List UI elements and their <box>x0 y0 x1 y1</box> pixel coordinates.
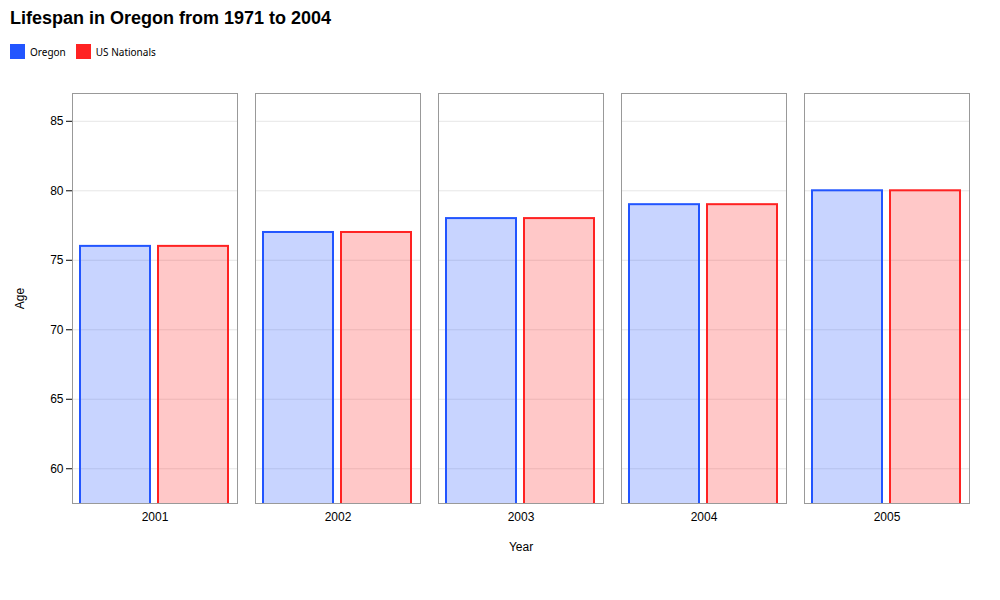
svg-text:65: 65 <box>50 392 64 406</box>
html-text:Lifespan in Oregon from 1971 t: Lifespan in Oregon from 1971 to 2004 <box>10 8 332 28</box>
html-text:US Nationals: US Nationals <box>95 44 156 59</box>
svg-text:Year: Year <box>509 540 533 554</box>
svg-text:2002: 2002 <box>325 510 352 524</box>
svg-text:2001: 2001 <box>142 510 169 524</box>
svg-text:2005: 2005 <box>874 510 901 524</box>
svg-text:75: 75 <box>50 253 64 267</box>
svg-text:2004: 2004 <box>691 510 718 524</box>
svg-text:85: 85 <box>50 114 64 128</box>
svg-text:80: 80 <box>50 184 64 198</box>
html-text:Oregon: Oregon <box>30 44 66 59</box>
svg-text:60: 60 <box>50 462 64 476</box>
svg-text:2003: 2003 <box>508 510 535 524</box>
svg-text:Age: Age <box>13 288 27 310</box>
svg-text:70: 70 <box>50 323 64 337</box>
